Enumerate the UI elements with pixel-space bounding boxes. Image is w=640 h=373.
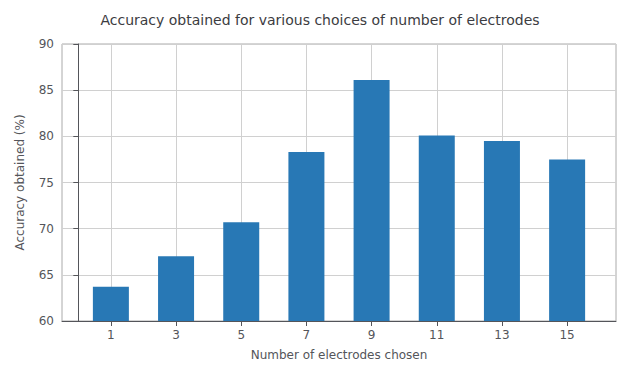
svg-text:60: 60 [39,314,54,328]
svg-text:7: 7 [303,328,311,342]
svg-text:85: 85 [39,83,54,97]
svg-text:3: 3 [172,328,180,342]
svg-text:Number of electrodes chosen: Number of electrodes chosen [251,348,428,362]
svg-text:75: 75 [39,176,54,190]
svg-text:Accuracy obtained for various: Accuracy obtained for various choices of… [100,12,539,28]
svg-text:5: 5 [237,328,245,342]
svg-text:70: 70 [39,222,54,236]
svg-text:9: 9 [368,328,376,342]
svg-text:Accuracy obtained (%): Accuracy obtained (%) [13,114,27,250]
svg-text:15: 15 [559,328,574,342]
svg-text:11: 11 [429,328,444,342]
svg-text:90: 90 [39,37,54,51]
svg-text:1: 1 [107,328,115,342]
svg-text:13: 13 [494,328,509,342]
svg-text:80: 80 [39,129,54,143]
svg-text:65: 65 [39,268,54,282]
